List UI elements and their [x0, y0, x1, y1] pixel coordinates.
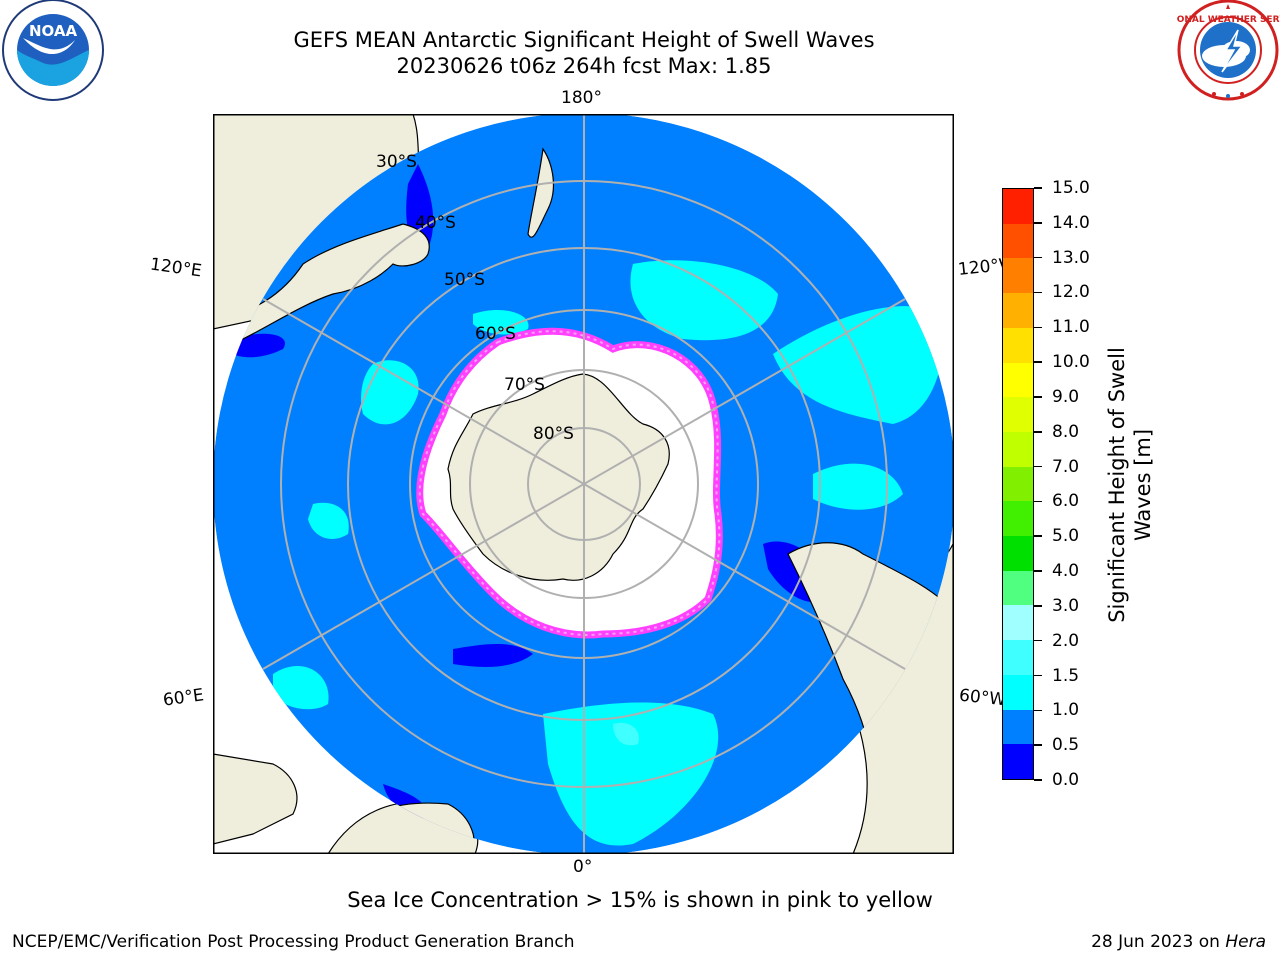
- colorbar-segment: [1003, 674, 1033, 710]
- swell-1.0-1.5: [273, 260, 944, 846]
- colorbar-segment: [1003, 431, 1033, 467]
- antarctica-land: [447, 373, 670, 581]
- colorbar-tick-mark: [1034, 639, 1042, 642]
- lon-label-120e: 120°E: [148, 254, 203, 282]
- colorbar-tick-mark: [1034, 570, 1042, 572]
- colorbar-segment: [1003, 397, 1033, 432]
- colorbar: [1002, 188, 1034, 780]
- colorbar-tick-label: 4.0: [1052, 561, 1080, 582]
- colorbar-tick-mark: [1034, 256, 1042, 259]
- lat-label-60s: 60°S: [475, 324, 516, 344]
- colorbar-tick-mark: [1034, 396, 1042, 398]
- footer-date-text: 28 Jun 2023 on: [1091, 932, 1226, 952]
- colorbar-segment: [1003, 536, 1033, 571]
- footer-branch: NCEP/EMC/Verification Post Processing Pr…: [12, 932, 575, 952]
- footer-date: 28 Jun 2023 on Hera: [1091, 932, 1266, 952]
- national-weather-service-logo-icon: NATIONAL WEATHER SERVICE: [1176, 0, 1280, 101]
- graticule: [213, 114, 954, 854]
- lat-label-40s: 40°S: [415, 213, 456, 233]
- colorbar-segment: [1003, 466, 1033, 502]
- colorbar-title-line2: Waves [m]: [1131, 428, 1155, 542]
- colorbar-segment: [1003, 570, 1033, 606]
- colorbar-segment: [1003, 189, 1033, 224]
- colorbar-tick-mark: [1034, 465, 1042, 468]
- lon-label-0: 0°: [573, 857, 593, 877]
- lat-label-50s: 50°S: [444, 270, 485, 290]
- colorbar-segment: [1003, 744, 1033, 779]
- colorbar-title-line1: Significant Height of Swell: [1105, 347, 1129, 623]
- colorbar-tick-label: 1.0: [1052, 700, 1080, 721]
- colorbar-tick-mark: [1034, 779, 1042, 781]
- colorbar-tick-label: 15.0: [1052, 178, 1090, 198]
- colorbar-segment: [1003, 709, 1033, 745]
- colorbar-tick-mark: [1034, 605, 1042, 607]
- colorbar-tick-label: 7.0: [1052, 456, 1080, 477]
- colorbar-segment: [1003, 258, 1033, 294]
- colorbar-tick-label: 10.0: [1052, 352, 1090, 373]
- colorbar-tick-label: 6.0: [1052, 491, 1080, 512]
- colorbar-tick-mark: [1034, 326, 1042, 329]
- lon-label-60w: 60°W: [958, 685, 1007, 711]
- colorbar-tick-label: 12.0: [1052, 282, 1090, 303]
- noaa-logo-text: NOAA: [29, 22, 78, 40]
- nws-logo-text: NATIONAL WEATHER SERVICE: [1176, 15, 1280, 25]
- colorbar-tick-label: 13.0: [1052, 247, 1090, 268]
- colorbar-tick-mark: [1034, 222, 1042, 224]
- colorbar-segment: [1003, 293, 1033, 328]
- sea-ice-note: Sea Ice Concentration > 15% is shown in …: [347, 888, 933, 912]
- footer-host: Hera: [1225, 932, 1266, 952]
- colorbar-tick-mark: [1034, 709, 1042, 712]
- lat-label-80s: 80°S: [533, 424, 574, 444]
- colorbar-tick-mark: [1034, 744, 1042, 746]
- colorbar-segment: [1003, 640, 1033, 675]
- colorbar-tick-label: 2.0: [1052, 630, 1080, 651]
- colorbar-tick-mark: [1034, 500, 1042, 503]
- lat-label-70s: 70°S: [504, 375, 545, 395]
- noaa-logo-icon: NOAA: [2, 0, 104, 101]
- colorbar-tick-label: 3.0: [1052, 595, 1080, 616]
- colorbar-tick-label: 11.0: [1052, 317, 1090, 338]
- colorbar-title: Significant Height of Swell Waves [m]: [1104, 347, 1156, 623]
- lat-label-30s: 30°S: [376, 152, 417, 172]
- colorbar-tick-mark: [1034, 291, 1042, 294]
- colorbar-tick-label: 1.5: [1052, 665, 1080, 686]
- swell-1.5-2.0: [613, 722, 639, 746]
- chart-subtitle: 20230626 t06z 264h fcst Max: 1.85: [396, 54, 772, 78]
- colorbar-segment: [1003, 501, 1033, 537]
- colorbar-segment: [1003, 327, 1033, 363]
- colorbar-tick-label: 14.0: [1052, 212, 1090, 233]
- colorbar-segment: [1003, 605, 1033, 641]
- lon-label-180: 180°: [561, 88, 602, 108]
- colorbar-segment: [1003, 362, 1033, 398]
- lon-label-60e: 60°E: [161, 685, 206, 711]
- colorbar-tick-mark: [1034, 187, 1042, 189]
- colorbar-tick-mark: [1034, 674, 1042, 677]
- colorbar-tick-label: 9.0: [1052, 386, 1080, 407]
- colorbar-tick-label: 8.0: [1052, 421, 1080, 442]
- chart-title: GEFS MEAN Antarctic Significant Height o…: [293, 28, 875, 52]
- colorbar-tick-mark: [1034, 535, 1042, 537]
- colorbar-tick-label: 0.5: [1052, 735, 1080, 756]
- colorbar-tick-mark: [1034, 431, 1042, 433]
- colorbar-segment: [1003, 223, 1033, 259]
- colorbar-tick-mark: [1034, 361, 1042, 363]
- polar-map: [213, 114, 954, 854]
- colorbar-tick-label: 5.0: [1052, 526, 1080, 547]
- colorbar-tick-label: 0.0: [1052, 770, 1080, 790]
